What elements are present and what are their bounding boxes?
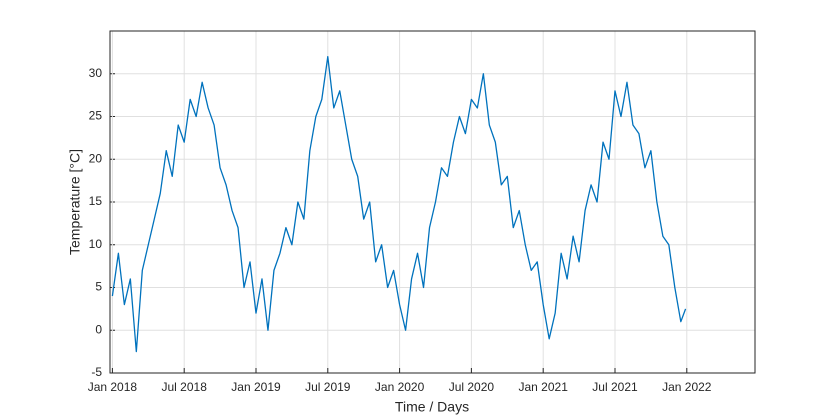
y-tick-label: 20 [89,151,103,165]
y-tick-label: 10 [89,237,103,251]
x-axis-label: Time / Days [395,399,469,415]
x-tick-label: Jan 2021 [518,380,568,394]
x-tick-label: Jan 2022 [662,380,712,394]
data-line [111,56,687,353]
x-tick-label: Jul 2019 [305,380,351,394]
y-tick-label: 0 [95,322,102,336]
x-tick-label: Jan 2018 [88,380,138,394]
x-tick-label: Jul 2020 [449,380,495,394]
x-tick-label: Jul 2018 [162,380,208,394]
y-tick-label: 15 [89,194,103,208]
y-tick-label: 25 [89,109,103,123]
y-tick-label: 30 [89,66,103,80]
y-tick-label: -5 [91,365,102,379]
x-tick-label: Jan 2019 [231,380,281,394]
plot-frame [109,30,756,374]
y-axis-label: Temperature [°C] [67,149,83,255]
x-tick-label: Jul 2021 [592,380,638,394]
y-tick-label: 5 [95,280,102,294]
x-tick-label: Jan 2020 [375,380,425,394]
